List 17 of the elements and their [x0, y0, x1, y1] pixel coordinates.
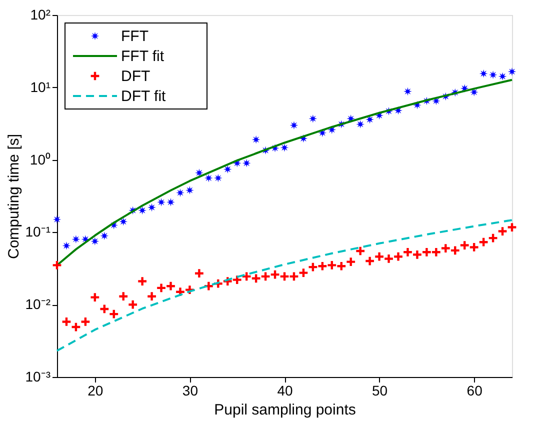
y-tick-label: 10⁻²	[25, 296, 51, 312]
x-tick-label: 30	[182, 382, 198, 398]
x-tick-label: 40	[277, 382, 293, 398]
y-axis-title: Computing time [s]	[5, 134, 22, 260]
y-tick-label: 10²	[30, 6, 51, 22]
x-tick-label: 20	[88, 382, 104, 398]
legend-label: FFT	[121, 28, 148, 45]
y-tick-label: 10¹	[30, 78, 51, 95]
legend-label: FFT fit	[121, 48, 165, 65]
y-tick-label: 10⁻³	[25, 368, 51, 384]
y-tick-label: 10⁰	[30, 151, 50, 168]
legend-label: DFT fit	[121, 88, 167, 105]
x-axis-title: Pupil sampling points	[214, 402, 356, 418]
legend-label: DFT	[121, 68, 150, 85]
y-tick-label: 10⁻¹	[25, 224, 51, 240]
x-tick-label: 60	[466, 382, 483, 398]
x-tick-label: 50	[372, 382, 388, 398]
